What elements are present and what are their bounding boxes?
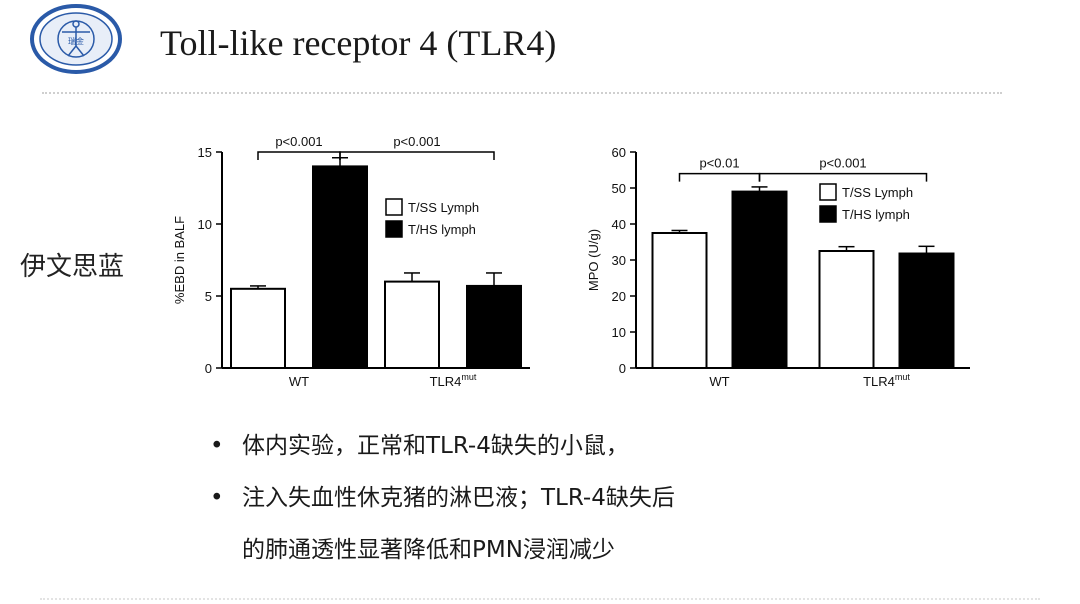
y-axis-label: %EBD in BALF	[172, 216, 187, 304]
bullet-list: • 体内实验，正常和TLR-4缺失的小鼠， • 注入失血性休克猪的淋巴液；TLR…	[206, 420, 675, 576]
y-tick-label: 40	[612, 217, 626, 232]
x-tick-label: WT	[289, 374, 309, 389]
bullet-text: 体内实验，正常和TLR-4缺失的小鼠，	[242, 433, 629, 459]
ebd-bar-chart: 0 5 10 15 %EBD in BALF WT TLR4mut p<0.001 p<0.00…	[172, 134, 530, 389]
bullet-item: • 注入失血性休克猪的淋巴液；TLR-4缺失后	[206, 472, 675, 524]
title-divider	[42, 92, 1002, 94]
bottom-divider	[40, 598, 1040, 600]
legend-swatch	[385, 220, 403, 238]
legend-swatch	[819, 205, 837, 223]
bullet-marker: •	[210, 433, 224, 459]
legend-label: T/HS lymph	[408, 222, 476, 237]
significance-bracket	[339, 151, 495, 160]
y-tick-label: 5	[205, 289, 212, 304]
y-tick-label: 60	[612, 145, 626, 160]
significance-label: p<0.01	[699, 156, 739, 171]
y-tick-label: 50	[612, 181, 626, 196]
bar	[230, 287, 286, 369]
y-tick-label: 20	[612, 289, 626, 304]
significance-label: p<0.001	[275, 134, 322, 149]
bullet-text: 注入失血性休克猪的淋巴液；TLR-4缺失后	[242, 485, 675, 511]
legend-swatch	[385, 198, 403, 216]
bar	[731, 190, 788, 369]
bar	[312, 165, 368, 370]
bullet-marker: •	[210, 485, 224, 511]
mpo-bar-chart: 0 10 20 30 40 50 60 MPO (U/g) WT TLR4mut p<0.01 p<0…	[586, 145, 970, 389]
legend-label: T/HS lymph	[842, 207, 910, 222]
bullet-item: • 体内实验，正常和TLR-4缺失的小鼠，	[206, 420, 675, 472]
university-seal-logo: 瑞金	[30, 4, 122, 74]
significance-bracket	[678, 172, 761, 182]
y-tick-label: 30	[612, 253, 626, 268]
bar	[651, 232, 708, 369]
x-tick-superscript: mut	[895, 372, 911, 382]
bar	[384, 280, 440, 370]
legend-label: T/SS Lymph	[842, 185, 913, 200]
x-tick-label: TLR4mut	[430, 372, 477, 389]
x-tick-label: TLR4mut	[863, 372, 910, 389]
bar	[818, 250, 875, 369]
y-tick-label: 15	[198, 145, 212, 160]
y-tick-label: 10	[612, 325, 626, 340]
slide-title: Toll-like receptor 4 (TLR4)	[160, 23, 557, 63]
significance-label: p<0.001	[819, 156, 866, 171]
legend-swatch	[819, 183, 837, 201]
significance-bracket	[758, 172, 928, 182]
y-axis-label: MPO (U/g)	[586, 229, 601, 291]
x-tick-label: WT	[709, 374, 729, 389]
side-label: 伊文思蓝	[20, 252, 125, 282]
significance-label: p<0.001	[393, 134, 440, 149]
bar	[898, 252, 955, 370]
bullet-continuation: 的肺通透性显著降低和PMN浸润减少	[242, 537, 615, 563]
y-tick-label: 0	[619, 361, 626, 376]
logo-text: 瑞金	[68, 36, 84, 46]
bar	[466, 284, 522, 369]
x-tick-superscript: mut	[461, 372, 477, 382]
legend-label: T/SS Lymph	[408, 200, 479, 215]
y-tick-label: 10	[198, 217, 212, 232]
y-tick-label: 0	[205, 361, 212, 376]
significance-bracket	[257, 151, 341, 160]
